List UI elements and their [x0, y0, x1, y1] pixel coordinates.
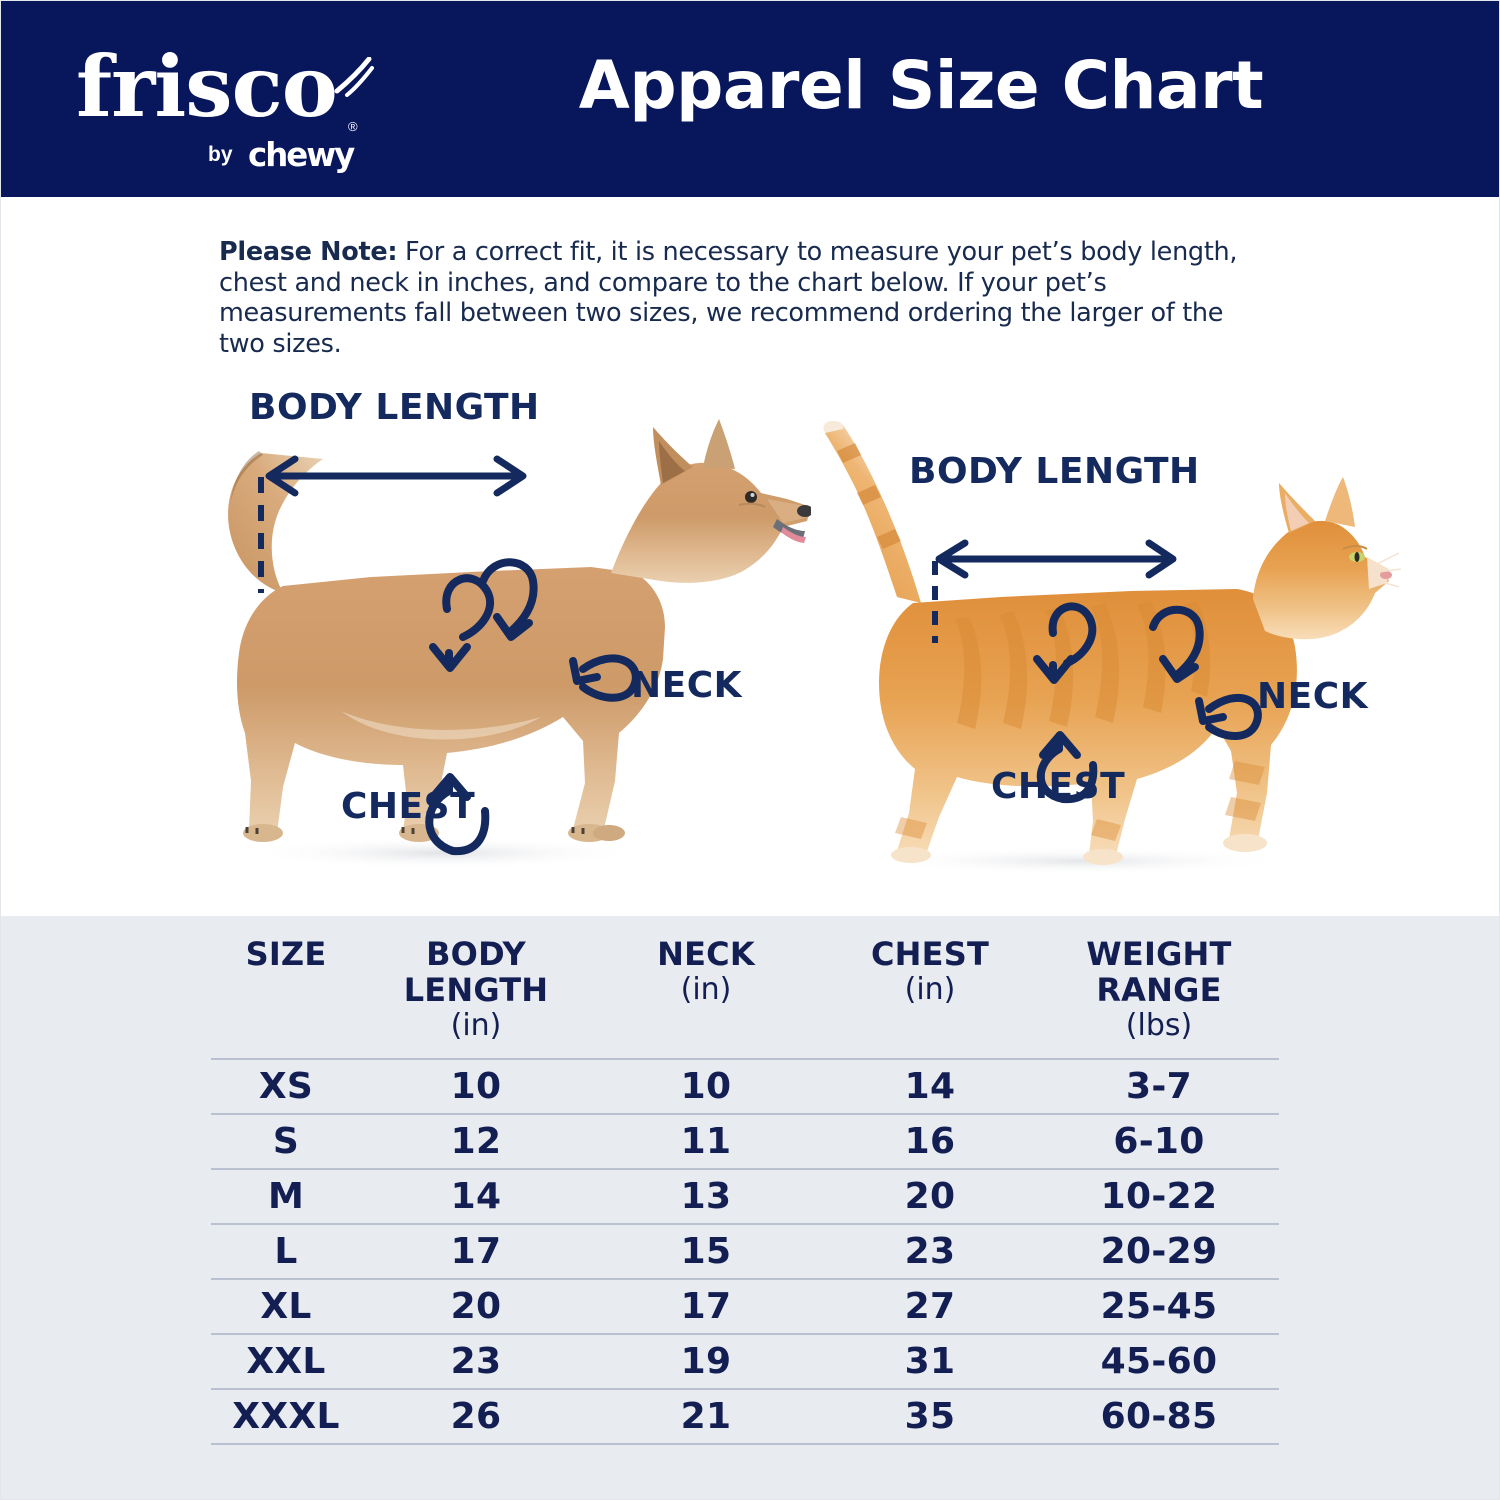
dog-body-length-arrow — [265, 455, 527, 497]
cell-neck: 19 — [680, 1341, 732, 1382]
cell-size: XS — [258, 1066, 314, 1107]
cell-size: XL — [260, 1286, 312, 1327]
cell-body-length: 12 — [450, 1121, 502, 1162]
table-row: XL 20 17 27 25-45 — [211, 1279, 1279, 1334]
cell-body-length: 26 — [450, 1396, 502, 1437]
dog-chest-label: CHEST — [341, 786, 476, 827]
cat-chest-arrow — [1036, 731, 1098, 804]
please-note-label: Please Note: — [219, 237, 398, 267]
cat-diagram: BODY LENGTH NECK CHEST — [801, 421, 1401, 881]
table-row: L 17 15 23 20-29 — [211, 1224, 1279, 1279]
table-row: XXL 23 19 31 45-60 — [211, 1334, 1279, 1389]
cell-neck: 15 — [680, 1231, 732, 1272]
please-note-text: Please Note: For a correct fit, it is ne… — [219, 237, 1249, 359]
col-header-size-label: SIZE — [245, 935, 327, 973]
col-header-neck-label: NECK — [657, 935, 755, 973]
col-header-chest-unit: (in) — [904, 972, 956, 1007]
cell-body-length: 14 — [450, 1176, 502, 1217]
cell-body-length: 23 — [450, 1341, 502, 1382]
dog-body-length-label: BODY LENGTH — [249, 387, 540, 428]
dog-diagram: BODY LENGTH NECK CHEST — [191, 381, 811, 881]
cell-size: XXL — [246, 1341, 326, 1382]
cell-chest: 23 — [904, 1231, 956, 1272]
col-header-weight-label: WEIGHT RANGE — [1086, 935, 1232, 1009]
page-title: Apparel Size Chart — [578, 47, 1264, 124]
size-table-panel: SIZE BODY LENGTH (in) NECK (in) CHEST (i… — [1, 916, 1499, 1499]
cell-chest: 20 — [904, 1176, 956, 1217]
dog-illustration — [228, 419, 811, 869]
col-header-chest: CHEST (in) — [821, 936, 1039, 1059]
cell-neck: 17 — [680, 1286, 732, 1327]
cat-chest-label: CHEST — [991, 766, 1126, 807]
cat-illustration — [823, 421, 1401, 875]
dog-neck-arrow-2 — [479, 558, 538, 641]
header-bar: frisco ® by chewy Apparel Size Chart — [1, 1, 1499, 197]
please-note-body: For a correct fit, it is necessary to me… — [219, 237, 1238, 359]
dog-chest-arrow — [425, 773, 471, 855]
dog-neck-collar-arrow — [569, 654, 640, 702]
cat-neck-label: NECK — [1257, 676, 1369, 717]
col-header-chest-label: CHEST — [871, 935, 989, 973]
cat-neck-arrow-2 — [1149, 605, 1204, 683]
table-row: XXXL 26 21 35 60-85 — [211, 1389, 1279, 1444]
size-table: SIZE BODY LENGTH (in) NECK (in) CHEST (i… — [211, 936, 1279, 1445]
cell-weight: 3-7 — [1126, 1066, 1192, 1107]
cell-chest: 14 — [904, 1066, 956, 1107]
table-row: S 12 11 16 6-10 — [211, 1114, 1279, 1169]
cell-size: XXXL — [232, 1396, 340, 1437]
col-header-neck-unit: (in) — [680, 972, 732, 1007]
col-header-body-length-unit: (in) — [450, 1008, 502, 1043]
dog-neck-label: NECK — [631, 665, 743, 706]
cat-neck-arrow — [1033, 602, 1097, 684]
cell-weight: 60-85 — [1100, 1396, 1218, 1437]
frisco-logo[interactable]: frisco ® by chewy — [76, 37, 376, 174]
col-header-weight: WEIGHT RANGE (lbs) — [1039, 936, 1279, 1059]
cell-body-length: 17 — [450, 1231, 502, 1272]
cat-body-length-arrow — [935, 539, 1177, 579]
measurement-diagrams: BODY LENGTH NECK CHEST — [1, 381, 1499, 916]
cell-size: M — [267, 1176, 305, 1217]
cell-weight: 25-45 — [1100, 1286, 1218, 1327]
cell-chest: 35 — [904, 1396, 956, 1437]
cell-chest: 16 — [904, 1121, 956, 1162]
dog-neck-arrow — [429, 574, 495, 672]
cell-neck: 21 — [680, 1396, 732, 1437]
chewy-wordmark: chewy — [248, 136, 355, 175]
cell-body-length: 10 — [450, 1066, 502, 1107]
col-header-body-length: BODY LENGTH (in) — [361, 936, 591, 1059]
cell-neck: 13 — [680, 1176, 732, 1217]
cat-body-length-label: BODY LENGTH — [909, 451, 1200, 492]
size-table-head: SIZE BODY LENGTH (in) NECK (in) CHEST (i… — [211, 936, 1279, 1059]
cell-weight: 20-29 — [1100, 1231, 1218, 1272]
size-table-body: XS 10 10 14 3-7 S 12 11 16 6-10 M 14 13 — [211, 1059, 1279, 1444]
cell-size: S — [272, 1121, 300, 1162]
cell-weight: 10-22 — [1100, 1176, 1218, 1217]
col-header-neck: NECK (in) — [591, 936, 821, 1059]
table-header-row: SIZE BODY LENGTH (in) NECK (in) CHEST (i… — [211, 936, 1279, 1059]
table-row: M 14 13 20 10-22 — [211, 1169, 1279, 1224]
logo-by-word: by — [208, 143, 233, 166]
table-row: XS 10 10 14 3-7 — [211, 1059, 1279, 1114]
cell-chest: 27 — [904, 1286, 956, 1327]
cell-chest: 31 — [904, 1341, 956, 1382]
col-header-weight-unit: (lbs) — [1125, 1008, 1193, 1043]
cell-neck: 11 — [680, 1121, 732, 1162]
cat-neck-collar-arrow — [1195, 693, 1262, 741]
registered-mark: ® — [348, 119, 358, 134]
cell-body-length: 20 — [450, 1286, 502, 1327]
cell-neck: 10 — [680, 1066, 732, 1107]
cell-weight: 6-10 — [1113, 1121, 1205, 1162]
cell-weight: 45-60 — [1100, 1341, 1218, 1382]
col-header-body-length-label: BODY LENGTH — [403, 935, 549, 1009]
cell-size: L — [274, 1231, 298, 1272]
logo-swoosh-icon — [334, 57, 374, 97]
dog-chest-arrow-back — [449, 807, 490, 856]
col-header-size: SIZE — [211, 936, 361, 1059]
brand-wordmark: frisco — [76, 37, 338, 136]
